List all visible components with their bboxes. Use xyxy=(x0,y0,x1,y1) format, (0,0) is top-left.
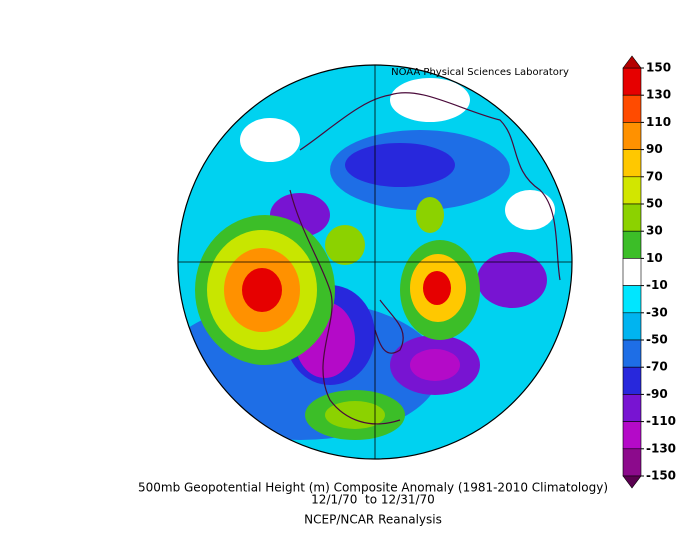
anomaly-region xyxy=(345,143,455,187)
colorbar-label: -70 xyxy=(646,360,668,374)
colorbar-band xyxy=(622,149,642,178)
colorbar-label: -130 xyxy=(646,441,676,455)
map-border xyxy=(177,64,573,460)
colorbar-band xyxy=(622,122,642,150)
colorbar-label: 130 xyxy=(646,88,671,102)
colorbar-band xyxy=(622,203,642,232)
anomaly-region xyxy=(390,78,470,122)
anomaly-region xyxy=(416,197,444,233)
colorbar-band xyxy=(622,94,642,123)
coastline xyxy=(299,92,561,281)
colorbar-label: 10 xyxy=(646,251,663,265)
colorbar-label: 50 xyxy=(646,197,663,211)
anomaly-region xyxy=(477,252,547,308)
colorbar: 150 130 110 90 70 50 30 10 -10 -30 -50 -70 -90 -110 -1… xyxy=(622,55,676,489)
map xyxy=(178,65,572,459)
anomaly-region xyxy=(410,349,460,381)
anomaly-region xyxy=(325,225,365,265)
colorbar-label: -10 xyxy=(646,278,668,292)
coastline xyxy=(374,299,404,354)
colorbar-label: -110 xyxy=(646,414,676,428)
colorbar-band xyxy=(622,285,642,314)
colorbar-band xyxy=(622,230,642,259)
colorbar-label: 70 xyxy=(646,169,663,183)
colorbar-label: -50 xyxy=(646,333,668,347)
colorbar-under xyxy=(622,475,642,489)
colorbar-band xyxy=(622,448,642,477)
coastline xyxy=(289,189,401,425)
colorbar-over xyxy=(622,55,642,69)
colorbar-label: 110 xyxy=(646,115,671,129)
caption-dates: 12/1/70 to 12/31/70 xyxy=(311,493,435,507)
colorbar-band xyxy=(622,421,642,450)
colorbar-band xyxy=(622,394,642,422)
colorbar-label: -30 xyxy=(646,305,668,319)
colorbar-label: 30 xyxy=(646,224,663,238)
anomaly-region xyxy=(423,271,451,305)
colorbar-band xyxy=(622,258,642,286)
colorbar-label: 90 xyxy=(646,142,663,156)
caption-source: NCEP/NCAR Reanalysis xyxy=(304,513,442,527)
anomaly-region xyxy=(505,190,555,230)
anomaly-region xyxy=(242,268,282,312)
colorbar-label: -150 xyxy=(646,469,676,483)
coastlines xyxy=(289,92,561,425)
colorbar-band xyxy=(622,67,642,96)
anomaly-region xyxy=(325,401,385,429)
credit: NOAA Physical Sciences Laboratory xyxy=(391,67,569,78)
colorbar-band xyxy=(622,176,642,205)
colorbar-label: 150 xyxy=(646,61,671,75)
colorbar-label: -90 xyxy=(646,387,668,401)
colorbar-band xyxy=(622,312,642,341)
colorbar-band xyxy=(622,366,642,395)
anomaly-region xyxy=(240,118,300,162)
caption-title: 500mb Geopotential Height (m) Composite … xyxy=(138,481,608,495)
colorbar-band xyxy=(622,339,642,368)
